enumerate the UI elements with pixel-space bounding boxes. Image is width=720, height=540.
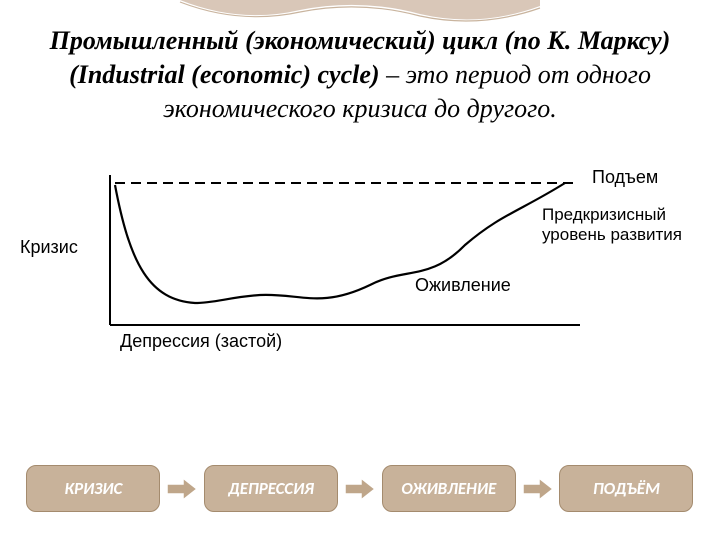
phase-box-podiem: ПОДЪЁМ	[559, 465, 693, 512]
phase-label: ПОДЪЁМ	[593, 478, 660, 499]
label-krizis: Кризис	[20, 237, 78, 258]
label-predkrizis: Предкризисный уровень развития	[542, 205, 700, 244]
economic-cycle-chart: Кризис Депрессия (застой) Оживление Пред…	[20, 145, 700, 375]
phase-box-ozhivlenie: ОЖИВЛЕНИЕ	[382, 465, 516, 512]
phase-box-krizis: КРИЗИС	[26, 465, 160, 512]
label-depression: Депрессия (застой)	[120, 331, 282, 352]
decoration-wave	[180, 0, 540, 19]
phase-label: ДЕПРЕССИЯ	[228, 478, 314, 499]
arrow-icon	[165, 476, 199, 502]
phase-label: ОЖИВЛЕНИЕ	[401, 478, 496, 499]
arrow-icon	[343, 476, 377, 502]
label-ozhivlenie: Оживление	[415, 275, 511, 296]
phases-row: КРИЗИС ДЕПРЕССИЯ ОЖИВЛЕНИЕ ПОДЪЁМ	[0, 465, 720, 512]
phase-label: КРИЗИС	[65, 478, 123, 499]
arrow-icon	[521, 476, 555, 502]
top-decoration	[0, 0, 720, 28]
phase-box-depression: ДЕПРЕССИЯ	[204, 465, 338, 512]
label-podiem: Подъем	[592, 167, 658, 188]
